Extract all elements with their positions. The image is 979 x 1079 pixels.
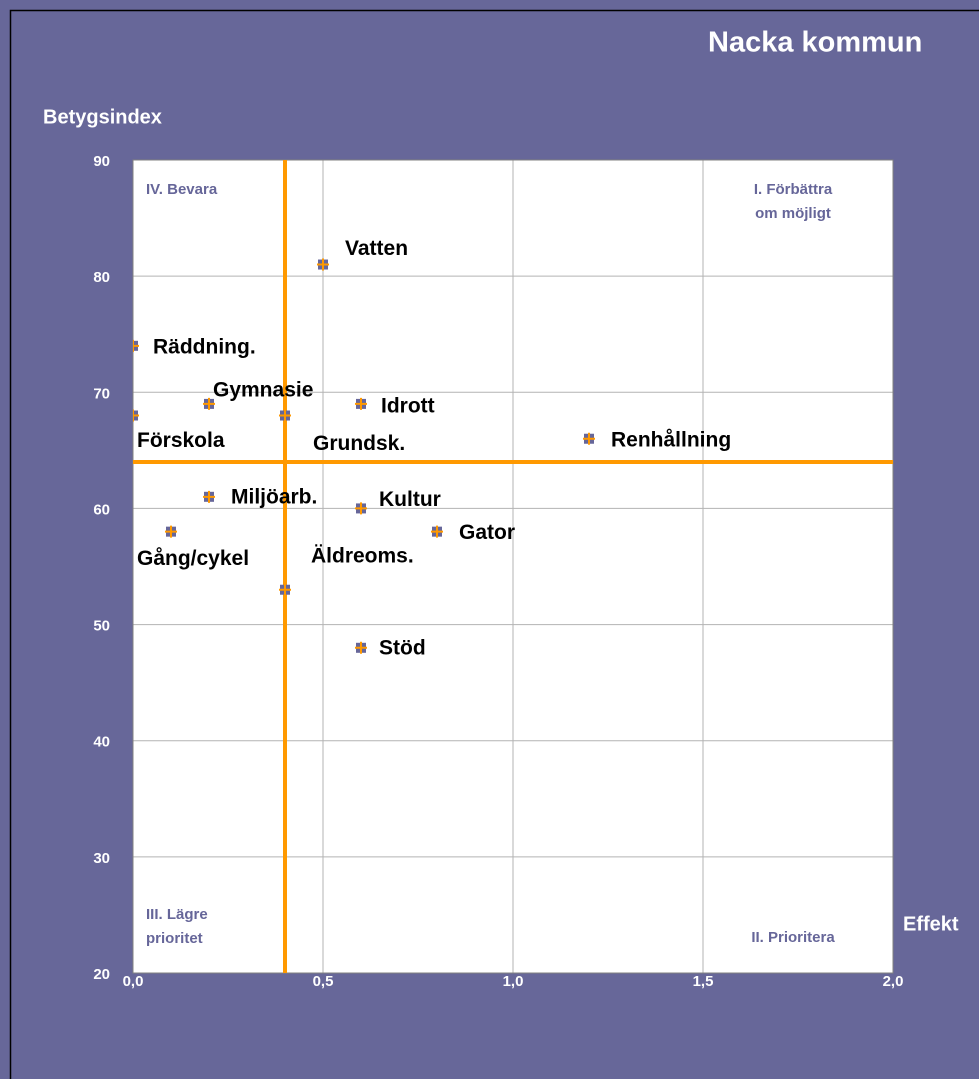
marker-cross [203, 397, 215, 410]
point-label: Räddning. [153, 335, 256, 358]
chart-title: Nacka kommun [708, 27, 922, 59]
point-label: Vatten [345, 237, 408, 260]
quadrant-label: IV. Bevara [146, 181, 218, 198]
point-label: Gator [459, 521, 515, 544]
marker [133, 339, 139, 352]
marker-cross [355, 641, 367, 654]
marker-cross [133, 409, 139, 422]
marker [355, 502, 367, 515]
quadrant-label: III. Lägre [146, 906, 208, 923]
marker-cross [355, 397, 367, 410]
point-label: Stöd [379, 636, 426, 659]
marker-cross [355, 502, 367, 515]
point-label: Grundsk. [313, 432, 405, 455]
y-tick-label: 90 [93, 153, 110, 170]
point-label: Förskola [137, 429, 225, 452]
point-label: Äldreoms. [311, 544, 414, 567]
marker [133, 409, 139, 422]
quadrant-label: II. Prioritera [751, 929, 835, 946]
marker-cross [203, 490, 215, 503]
quadrant-label: om möjligt [755, 205, 831, 222]
marker [165, 525, 177, 538]
marker-cross [133, 339, 139, 352]
point-label: Gång/cykel [137, 547, 249, 570]
point-label: Gymnasie [213, 378, 313, 401]
point-label: Idrott [381, 394, 435, 417]
y-tick-label: 30 [93, 850, 110, 867]
y-tick-label: 20 [93, 966, 110, 983]
x-tick-label: 1,5 [693, 973, 714, 990]
x-tick-label: 0,0 [123, 973, 144, 990]
quadrant-label: I. Förbättra [754, 181, 833, 198]
marker [355, 641, 367, 654]
marker [203, 490, 215, 503]
x-tick-label: 0,5 [313, 973, 334, 990]
marker [317, 258, 329, 271]
marker-cross [583, 432, 595, 445]
quadrant-label: prioritet [146, 930, 203, 947]
point-label: Renhållning [611, 428, 731, 451]
x-axis-label: Effekt [903, 913, 959, 935]
marker-cross [317, 258, 329, 271]
marker [279, 583, 291, 596]
marker [203, 397, 215, 410]
y-tick-label: 50 [93, 618, 110, 635]
y-axis-label: Betygsindex [43, 106, 162, 128]
marker [583, 432, 595, 445]
x-tick-label: 2,0 [883, 973, 904, 990]
marker [279, 409, 291, 422]
y-tick-label: 60 [93, 501, 110, 518]
marker [431, 525, 443, 538]
marker-cross [279, 583, 291, 596]
y-tick-label: 80 [93, 269, 110, 286]
point-label: Kultur [379, 488, 441, 511]
plot-border [132, 159, 894, 974]
x-tick-label: 1,0 [503, 973, 524, 990]
marker-cross [165, 525, 177, 538]
marker [355, 397, 367, 410]
marker-cross [431, 525, 443, 538]
frame [9, 9, 979, 1079]
point-label: Miljöarb. [231, 485, 317, 508]
y-tick-label: 70 [93, 385, 110, 402]
points [133, 258, 595, 654]
marker-cross [279, 409, 291, 422]
y-tick-label: 40 [93, 734, 110, 751]
